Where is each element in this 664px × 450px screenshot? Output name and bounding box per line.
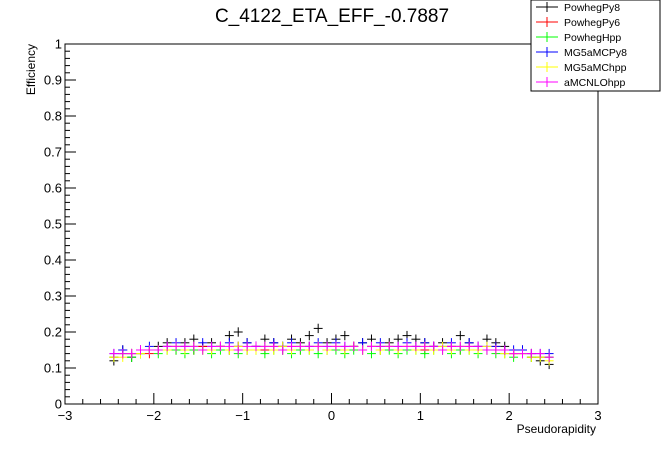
legend-entry: PowhegPy6 <box>536 17 620 29</box>
data-point <box>313 341 323 352</box>
x-tick-label: −2 <box>146 408 161 423</box>
x-tick-label: 3 <box>594 408 601 423</box>
data-point <box>278 345 288 355</box>
data-point <box>375 341 385 352</box>
data-point <box>233 327 243 337</box>
chart-title: C_4122_ETA_EFF_-0.7887 <box>215 6 449 27</box>
data-point <box>242 341 252 352</box>
data-point <box>518 348 527 359</box>
data-point <box>429 341 439 352</box>
data-point <box>153 345 163 355</box>
y-tick-label: 0.4 <box>44 253 62 268</box>
data-point <box>367 341 376 352</box>
legend-entry: MG5aMChpp <box>536 62 627 74</box>
data-point <box>171 341 181 352</box>
data-point <box>500 345 510 355</box>
y-tick-label: 0.2 <box>44 325 62 340</box>
x-tick-label: −1 <box>235 408 250 423</box>
legend-label: MG5aMCPy8 <box>564 47 627 59</box>
x-tick-label: 2 <box>506 408 513 423</box>
legend-box <box>530 0 661 92</box>
legend-entry: PowhegPy8 <box>536 2 620 14</box>
data-point <box>464 341 474 352</box>
data-point <box>269 341 279 352</box>
data-point <box>251 341 261 352</box>
data-point <box>322 341 332 352</box>
data-point <box>393 341 403 352</box>
x-tick-label: 0 <box>328 408 335 423</box>
y-tick-label: 0.7 <box>44 145 62 160</box>
data-point <box>295 341 305 352</box>
x-axis-label: Pseudorapidity <box>517 422 596 436</box>
y-tick-label: 0.5 <box>44 217 62 232</box>
data-point <box>144 345 154 355</box>
data-point <box>544 352 554 362</box>
data-point <box>287 341 296 352</box>
data-point <box>331 341 341 352</box>
data-point <box>180 341 190 352</box>
data-point <box>402 341 412 352</box>
data-point <box>420 341 430 352</box>
legend-entry: aMCNLOhpp <box>536 77 625 89</box>
y-tick-label: 0.9 <box>44 73 62 88</box>
data-point <box>216 341 225 352</box>
data-point <box>535 348 545 359</box>
data-point <box>349 341 359 352</box>
y-tick-label: 0.8 <box>44 109 62 124</box>
y-tick-label: 0.6 <box>44 181 62 196</box>
data-point <box>189 341 199 352</box>
data-point <box>224 341 234 352</box>
legend: PowhegPy8 PowhegPy6 PowhegHpp MG5aMCPy8 MG5a… <box>530 0 661 92</box>
data-point <box>304 341 314 352</box>
data-point <box>526 348 536 359</box>
data-point <box>127 348 137 359</box>
legend-entry: PowhegHpp <box>536 32 621 44</box>
data-point <box>491 345 501 355</box>
data-point <box>233 345 243 355</box>
data-point <box>509 348 519 359</box>
series-aMCNLOhpp <box>109 341 554 362</box>
legend-label: aMCNLOhpp <box>564 77 625 89</box>
data-point <box>384 341 394 352</box>
data-point <box>438 345 447 355</box>
data-point <box>313 323 323 334</box>
y-tick-label: 0.1 <box>44 361 62 376</box>
data-point <box>358 345 368 355</box>
data-point <box>109 348 119 359</box>
data-point <box>162 341 172 352</box>
data-point <box>118 348 128 359</box>
data-point <box>340 341 350 352</box>
data-point <box>446 341 456 352</box>
data-point <box>473 341 483 352</box>
data-point <box>455 330 465 341</box>
data-point <box>207 341 217 352</box>
legend-label: PowhegPy8 <box>564 2 620 14</box>
data-point <box>455 341 465 352</box>
legend-entry: MG5aMCPy8 <box>536 47 627 59</box>
data-point <box>304 330 314 341</box>
y-axis: 0 0.1 0.2 0.3 0.4 0.5 0.6 0.7 0.8 0.9 1 <box>44 37 76 412</box>
data-point <box>340 330 350 341</box>
x-tick-label: 1 <box>417 408 424 423</box>
y-axis-label: Efficiency <box>24 44 38 95</box>
data-point <box>260 341 270 352</box>
x-tick-label: −3 <box>58 408 73 423</box>
x-axis: −3 −2 −1 0 1 2 3 <box>58 393 602 423</box>
legend-label: PowhegPy6 <box>564 17 620 29</box>
data-point <box>411 341 421 352</box>
legend-label: MG5aMChpp <box>564 62 627 74</box>
y-tick-label: 0.3 <box>44 289 62 304</box>
data-point <box>482 345 492 355</box>
data-point <box>136 345 145 355</box>
legend-label: PowhegHpp <box>564 32 621 44</box>
data-series <box>109 323 554 370</box>
y-tick-label: 1 <box>55 37 62 52</box>
data-point <box>198 345 208 355</box>
y-tick-label: 0 <box>55 397 62 412</box>
